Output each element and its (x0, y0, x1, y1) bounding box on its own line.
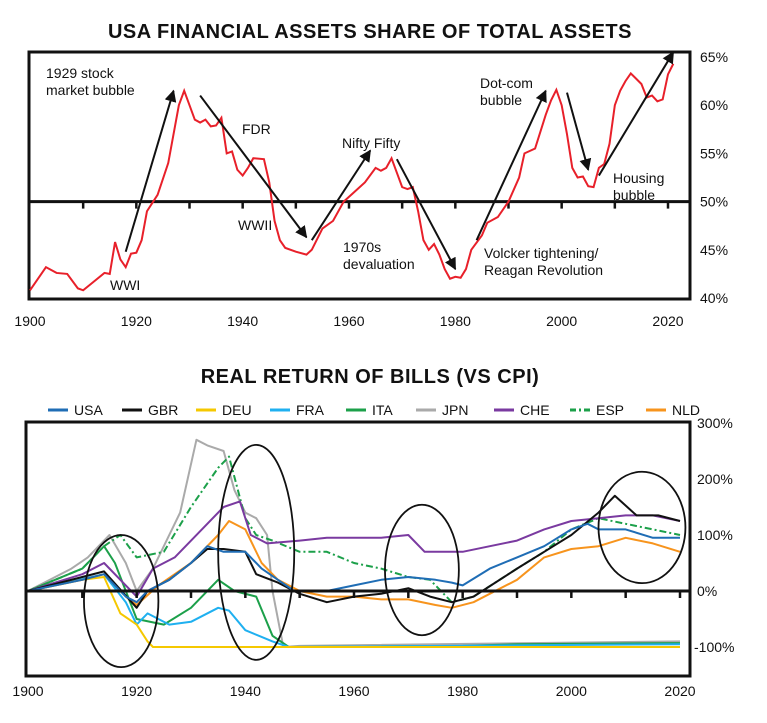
x-tick-label: 2000 (546, 313, 577, 329)
annotation-line: Reagan Revolution (484, 262, 603, 278)
x-tick-label: 1900 (12, 683, 43, 699)
annotation-label: 1970s devaluation (343, 239, 415, 272)
y-tick-label: 100% (697, 527, 733, 543)
legend-label-jpn: JPN (442, 402, 468, 418)
series-line-usa (27, 522, 680, 604)
legend-label-gbr: GBR (148, 402, 178, 418)
top-chart: 1900 1920 1940 1960 1980 2000 2020 40% 45% 50% 55%… (14, 49, 728, 329)
annotation-arrow (598, 51, 675, 177)
y-tick-label: 65% (700, 49, 728, 65)
annotation-label: Volcker tightening/Reagan Revolution (484, 245, 603, 278)
y-tick-label: -100% (694, 639, 734, 655)
y-tick-label: 45% (700, 242, 728, 258)
series-line-jpn (27, 438, 681, 648)
annotation-line: Housing (613, 170, 664, 186)
x-tick-label: 1940 (230, 683, 261, 699)
legend-label-ita: ITA (372, 402, 393, 418)
x-tick-label: 1920 (121, 683, 152, 699)
x-tick-label: 2020 (664, 683, 695, 699)
annotation-arrow (199, 94, 308, 239)
y-tick-label: 200% (697, 471, 733, 487)
annotation-arrow (475, 89, 547, 241)
top-chart-title: USA FINANCIAL ASSETS SHARE OF TOTAL ASSE… (108, 21, 632, 43)
y-tick-label: 55% (700, 145, 728, 161)
series-line-financial-share (29, 63, 675, 292)
annotation-label: Nifty Fifty (342, 135, 400, 151)
annotation-line: Dot-com (480, 75, 533, 91)
annotation-line: Volcker tightening/ (484, 245, 599, 261)
x-tick-label: 1940 (227, 313, 258, 329)
annotation-label: Housing bubble (613, 170, 664, 203)
highlight-ellipse (597, 470, 687, 585)
annotation-arrow (124, 89, 177, 253)
series-line-nld (27, 520, 681, 609)
x-tick-label: 1980 (447, 683, 478, 699)
legend-label-usa: USA (74, 402, 103, 418)
annotation-line: devaluation (343, 256, 415, 272)
bottom-chart: 1900 1920 1940 1960 1980 2000 2020 -100% 0% 100% 2… (12, 415, 734, 699)
highlight-ellipse (384, 503, 460, 637)
annotation-label: WWI (110, 277, 140, 293)
x-tick-label: 1960 (338, 683, 369, 699)
legend-label-deu: DEU (222, 402, 252, 418)
annotation-line: WWII (238, 217, 272, 233)
x-tick-label: 2020 (652, 313, 683, 329)
x-tick-label: 2000 (556, 683, 587, 699)
x-tick-label: 1980 (440, 313, 471, 329)
y-tick-label: 40% (700, 290, 728, 306)
legend-label-fra: FRA (296, 402, 325, 418)
annotation-arrow (310, 149, 372, 241)
y-tick-label: 50% (700, 194, 728, 210)
series-line-che (27, 500, 681, 598)
legend: USA GBR DEU FRA ITA JPN CHE ESP NLD (48, 402, 700, 418)
plot-frame (27, 50, 692, 301)
annotation-line: market bubble (46, 82, 135, 98)
highlight-ellipse (83, 534, 160, 669)
annotation-label: FDR (242, 121, 271, 137)
y-tick-label: 0% (697, 583, 717, 599)
highlight-ellipse (217, 443, 296, 661)
annotation-label: Dot-com bubble (480, 75, 533, 108)
annotation-label: WWII (238, 217, 272, 233)
y-tick-label: 300% (697, 415, 733, 431)
legend-label-che: CHE (520, 402, 550, 418)
series-line-deu (27, 576, 680, 648)
legend-label-nld: NLD (672, 402, 700, 418)
annotation-arrow (395, 158, 457, 271)
annotation-line: FDR (242, 121, 271, 137)
series-line-esp (27, 455, 681, 604)
y-tick-label: 60% (700, 97, 728, 113)
bottom-chart-title: REAL RETURN OF BILLS (VS CPI) (201, 366, 540, 388)
x-tick-label: 1920 (121, 313, 152, 329)
series-line-fra (27, 573, 681, 648)
legend-label-esp: ESP (596, 402, 624, 418)
annotation-arrow (566, 92, 592, 171)
annotation-line: 1929 stock (46, 65, 115, 81)
annotation-label: 1929 stock market bubble (46, 65, 135, 98)
annotation-line: bubble (613, 187, 655, 203)
annotation-line: WWI (110, 277, 140, 293)
annotation-line: Nifty Fifty (342, 135, 400, 151)
plot-frame (24, 420, 692, 678)
x-tick-label: 1900 (14, 313, 45, 329)
x-tick-label: 1960 (333, 313, 364, 329)
annotation-line: 1970s (343, 239, 381, 255)
annotation-line: bubble (480, 92, 522, 108)
